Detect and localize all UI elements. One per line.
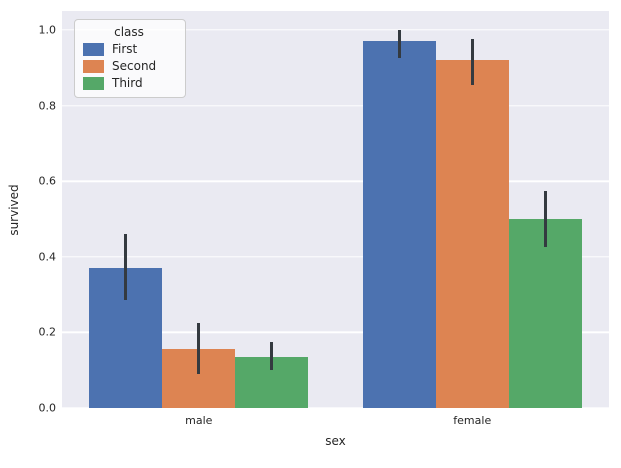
gridline	[62, 180, 609, 182]
y-axis-label: survived	[7, 184, 21, 236]
legend-label: Third	[112, 76, 143, 90]
bar-female-second	[435, 60, 509, 408]
y-tick-label: 0.2	[38, 325, 57, 339]
legend-label: First	[112, 42, 138, 56]
legend-item: Second	[83, 59, 175, 73]
error-bar-male-second	[197, 322, 201, 374]
legend-item: First	[83, 42, 175, 56]
error-bar-male-third	[270, 341, 274, 371]
legend: class First Second Third	[74, 19, 186, 98]
gridline	[62, 256, 609, 258]
gridline	[62, 29, 609, 31]
legend-swatch	[83, 59, 104, 73]
y-tick-label: 0.0	[38, 401, 57, 415]
y-tick-label: 1.0	[38, 23, 57, 37]
error-bar-female-first	[397, 29, 401, 59]
y-tick-label: 0.8	[38, 99, 57, 113]
gridline	[62, 104, 609, 107]
legend-items: First Second Third	[83, 42, 175, 90]
legend-swatch	[83, 42, 104, 56]
legend-title: class	[114, 25, 144, 39]
error-bar-female-third	[543, 190, 547, 248]
error-bar-male-first	[124, 234, 128, 301]
y-tick-label: 0.6	[38, 174, 57, 188]
x-tick-label: male	[185, 414, 213, 427]
gridline	[62, 331, 609, 334]
error-bar-female-second	[470, 39, 474, 85]
plot-area: class First Second Third	[62, 11, 609, 409]
bar-female-first	[362, 41, 436, 408]
x-tick-label: female	[453, 414, 492, 427]
gridline	[62, 407, 609, 409]
legend-label: Second	[112, 59, 157, 73]
legend-swatch	[83, 76, 104, 90]
bar-female-third	[508, 218, 582, 408]
y-tick-label: 0.4	[38, 250, 57, 264]
legend-item: Third	[83, 76, 175, 90]
x-axis-label: sex	[325, 434, 346, 448]
